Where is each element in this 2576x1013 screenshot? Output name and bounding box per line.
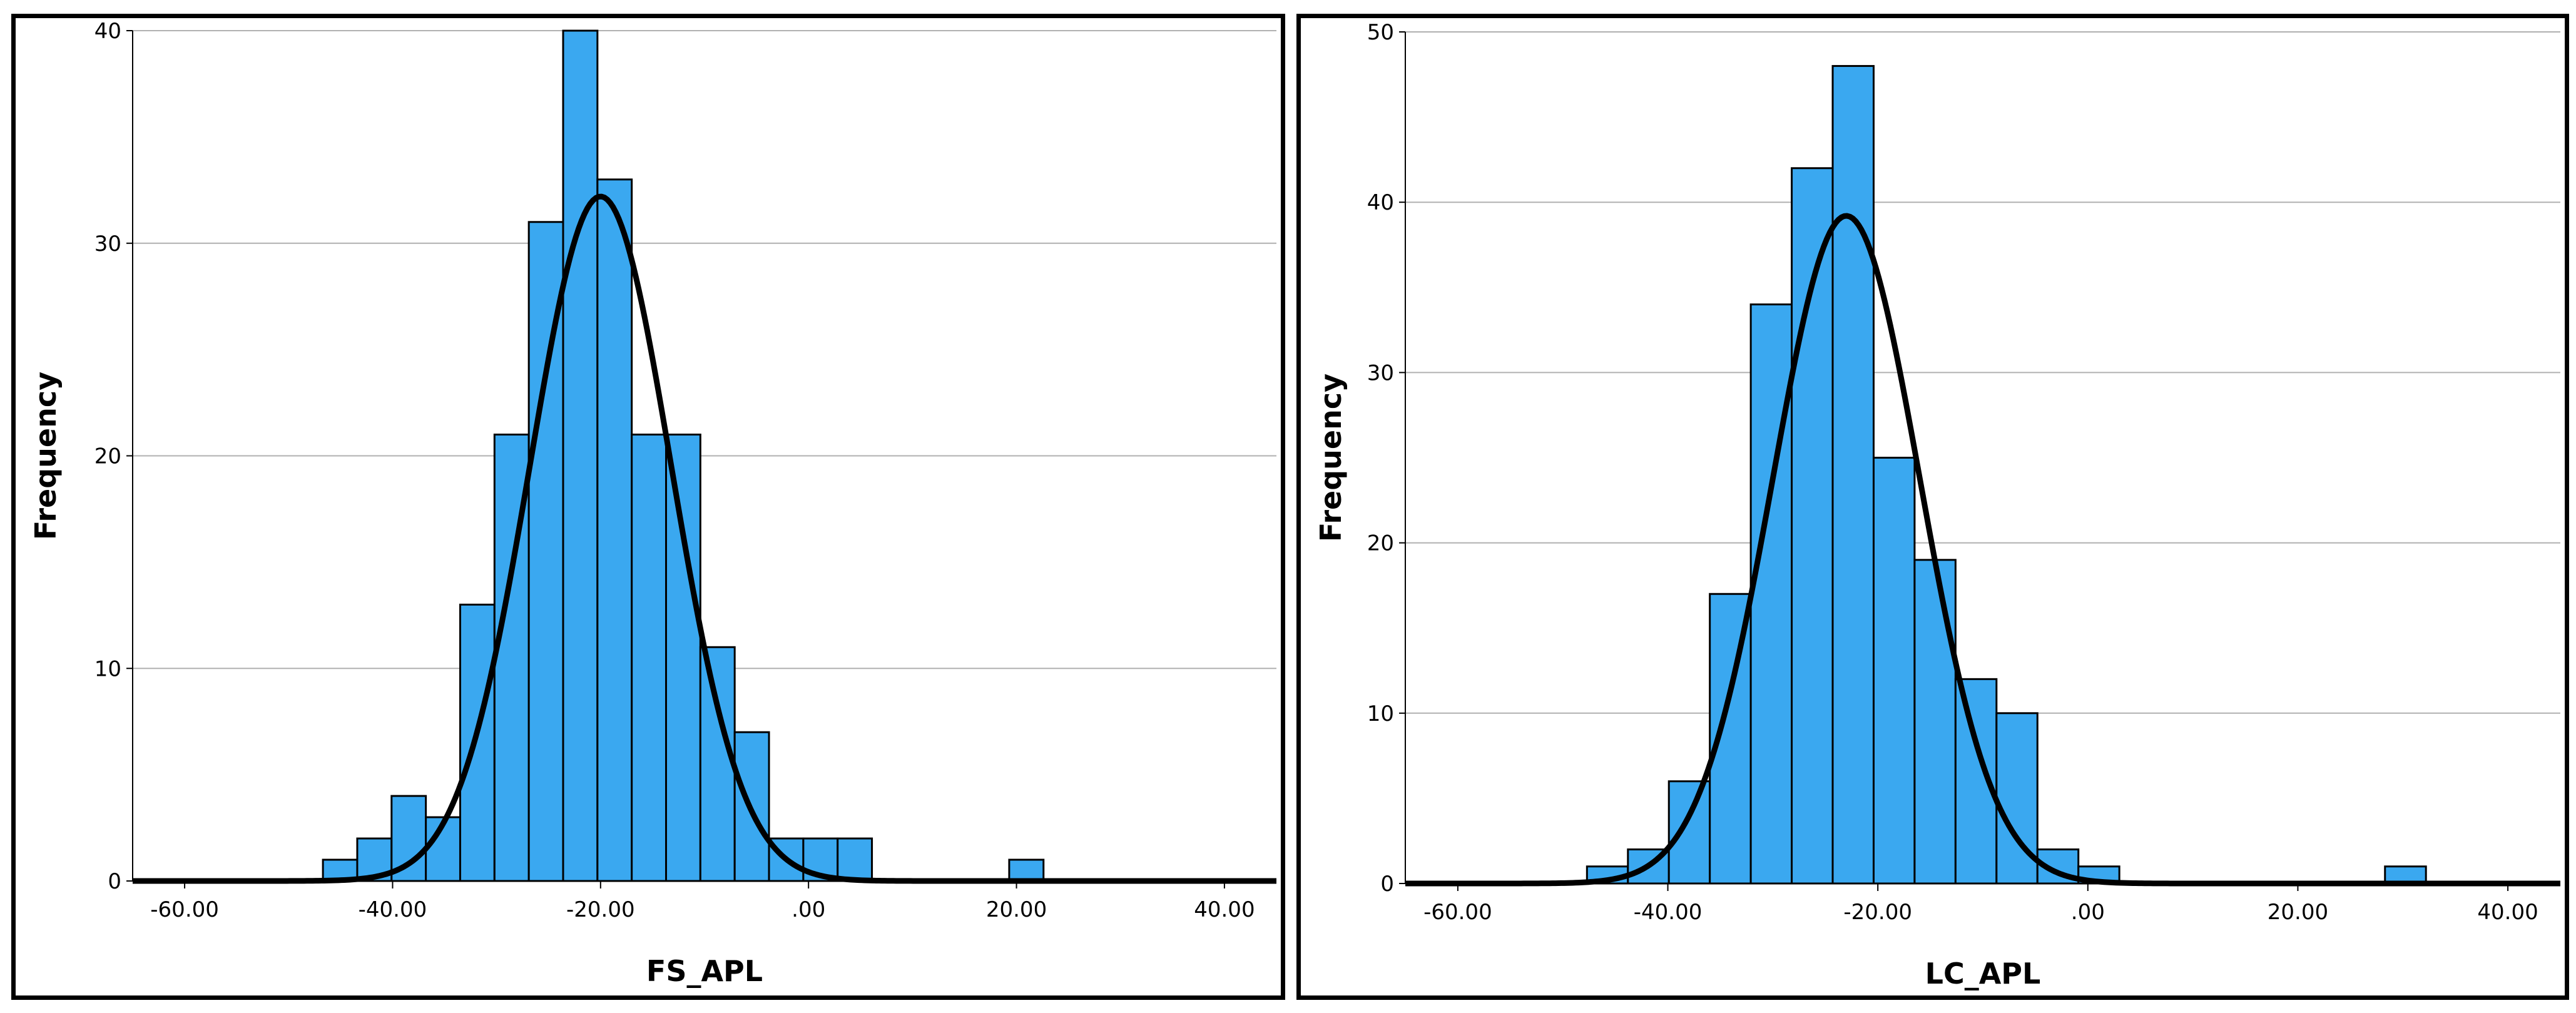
x-tick-label: .00 — [2071, 900, 2105, 925]
histogram-bar — [1831, 64, 1875, 885]
histogram-bar — [631, 434, 668, 882]
histogram-bar — [1667, 780, 1711, 885]
histogram-panel-fs-apl: 0 10 20 30 40 -60.00 -40.00 -20.00 .00 20.00 40.00… — [11, 14, 1285, 1000]
histogram-bar — [1749, 303, 1793, 885]
y-tick-label: 0 — [1380, 872, 1394, 897]
x-tick-label: 40.00 — [2477, 900, 2538, 925]
y-tick-label: 30 — [94, 232, 121, 257]
x-tick-label: -60.00 — [150, 897, 219, 922]
y-tick-label: 0 — [108, 869, 121, 894]
y-tick-label: 40 — [1367, 190, 1394, 215]
histogram-bar — [1008, 858, 1045, 882]
y-tick-label: 20 — [1367, 531, 1394, 556]
histogram-bar — [1913, 559, 1957, 885]
x-tick-label: -20.00 — [1843, 900, 1912, 925]
y-tick-label: 10 — [94, 656, 121, 681]
x-tick-label: -40.00 — [1634, 900, 1703, 925]
histogram-bar — [356, 837, 393, 882]
x-tick-label: 40.00 — [1194, 897, 1255, 922]
histogram-bar — [699, 646, 736, 882]
histogram-panel-lc-apl: 0 10 20 30 40 50 -60.00 -40.00 -20.00 .00 20.00 40.… — [1296, 14, 2569, 1000]
y-tick-label: 40 — [94, 19, 121, 44]
histogram-bar — [1872, 457, 1916, 885]
x-tick-label: .00 — [792, 897, 825, 922]
x-axis-title: FS_APL — [646, 954, 763, 988]
y-tick-label: 20 — [94, 444, 121, 469]
histogram-chart-lc-apl: 0 10 20 30 40 50 -60.00 -40.00 -20.00 .00 20.00 40.… — [1314, 20, 2560, 990]
histogram-chart-fs-apl: 0 10 20 30 40 -60.00 -40.00 -20.00 .00 20.00 40.00… — [29, 19, 1276, 988]
y-tick-label: 10 — [1367, 701, 1394, 726]
x-tick-label: 20.00 — [2268, 900, 2328, 925]
histogram-bar — [459, 603, 496, 882]
histogram-bar — [837, 837, 873, 882]
y-tick-label: 30 — [1367, 360, 1394, 385]
x-tick-label: -40.00 — [359, 897, 427, 922]
y-axis-title: Frequency — [29, 372, 63, 540]
x-tick-label: -60.00 — [1423, 900, 1492, 925]
histogram-bar — [527, 221, 564, 882]
x-axis-title: LC_APL — [1925, 957, 2041, 990]
x-tick-label: 20.00 — [986, 897, 1047, 922]
histogram-bar — [596, 178, 633, 882]
x-tick-label: -20.00 — [566, 897, 635, 922]
y-axis-title: Frequency — [1314, 374, 1348, 542]
y-tick-label: 50 — [1367, 20, 1394, 45]
histogram-bar — [665, 434, 701, 882]
histogram-bar — [2384, 865, 2427, 885]
histogram-bar — [562, 29, 599, 882]
